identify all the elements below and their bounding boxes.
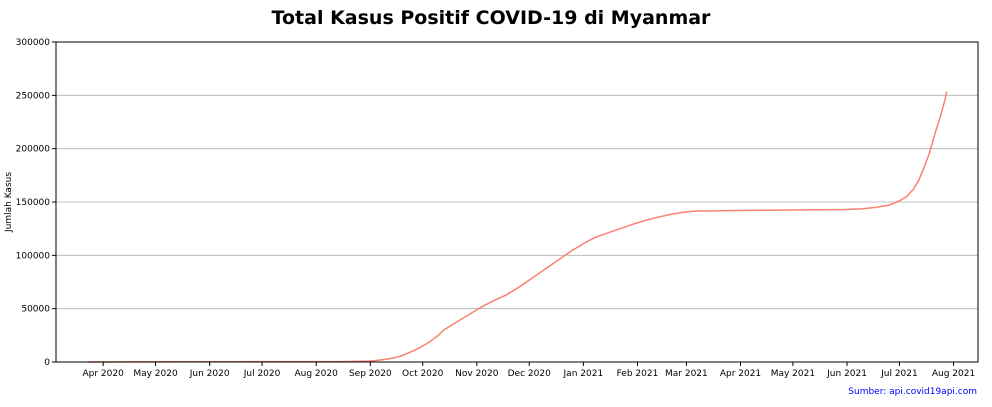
chart-title: Total Kasus Positif COVID-19 di Myanmar [271, 7, 711, 29]
y-tick-label: 200000 [16, 145, 51, 155]
x-tick-label: Jun 2020 [189, 369, 230, 379]
y-axis: 0 50000 100000 150000 200000 250000 300000 [16, 38, 56, 368]
x-tick-label: Jul 2020 [243, 369, 281, 379]
x-tick-label: Feb 2021 [617, 369, 659, 379]
y-tick-label: 0 [44, 358, 50, 368]
x-tick-label: Apr 2020 [82, 369, 124, 379]
x-tick-label: Dec 2020 [508, 369, 551, 379]
x-tick-label: Jul 2021 [880, 369, 918, 379]
series-layer [87, 91, 948, 363]
y-tick-label: 300000 [16, 38, 51, 48]
x-tick-label: Mar 2021 [665, 369, 708, 379]
x-tick-label: Sep 2020 [349, 369, 392, 379]
x-tick-label: Nov 2020 [455, 369, 499, 379]
x-axis: Apr 2020 May 2020 Jun 2020 Jul 2020 Aug 2020… [82, 362, 975, 379]
x-tick-label: May 2021 [771, 369, 815, 379]
y-axis-label: Jumlah Kasus [4, 172, 14, 233]
x-tick-label: Aug 2020 [295, 369, 339, 379]
y-tick-label: 150000 [16, 198, 51, 208]
x-tick-label: May 2020 [133, 369, 178, 379]
x-tick-label: Jan 2021 [563, 369, 604, 379]
x-tick-label: Oct 2020 [402, 369, 444, 379]
x-tick-label: Apr 2021 [720, 369, 761, 379]
series-line [87, 91, 948, 363]
x-tick-label: Aug 2021 [932, 369, 975, 379]
y-tick-label: 250000 [16, 91, 51, 101]
grid-lines [56, 94, 978, 310]
source-note: Sumber: api.covid19api.com [848, 387, 977, 397]
y-tick-label: 100000 [16, 251, 51, 261]
x-tick-label: Jun 2021 [826, 369, 867, 379]
y-tick-label: 50000 [21, 305, 50, 315]
